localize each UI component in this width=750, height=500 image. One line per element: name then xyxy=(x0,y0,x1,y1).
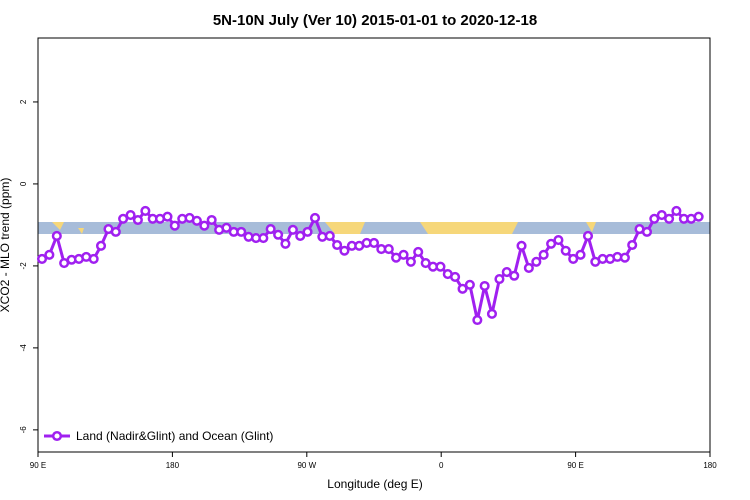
point xyxy=(531,256,542,267)
point xyxy=(169,220,180,231)
point xyxy=(88,253,99,264)
legend-marker xyxy=(51,430,63,442)
point xyxy=(560,245,571,256)
point xyxy=(649,213,660,224)
y-axis-label: XCO2 - MLO trend (ppm) xyxy=(0,178,12,313)
point xyxy=(641,226,653,237)
point xyxy=(472,314,483,326)
x-tick-label: 90 E xyxy=(567,461,583,470)
point xyxy=(656,210,667,221)
y-tick-label: 2 xyxy=(19,99,28,104)
point xyxy=(302,226,313,237)
point xyxy=(295,230,306,242)
point xyxy=(191,215,202,226)
point xyxy=(51,230,62,242)
point xyxy=(516,240,527,251)
point xyxy=(110,226,121,237)
point xyxy=(664,213,675,224)
point xyxy=(693,211,704,222)
y-tick-label: -2 xyxy=(19,262,28,270)
point xyxy=(287,224,298,235)
point xyxy=(273,229,284,240)
x-tick-label: 90 E xyxy=(30,461,46,470)
point xyxy=(486,308,498,319)
x-tick-label: 0 xyxy=(439,461,444,470)
point xyxy=(479,280,490,292)
point xyxy=(125,210,136,221)
point xyxy=(324,230,335,242)
point xyxy=(501,267,512,278)
y-tick-label: -4 xyxy=(19,344,28,352)
point xyxy=(140,205,151,217)
point xyxy=(339,245,350,256)
legend-label: Land (Nadir&Glint) and Ocean (Glint) xyxy=(76,429,273,443)
point xyxy=(494,273,505,285)
point xyxy=(435,261,446,272)
x-tick-label: 180 xyxy=(703,461,717,470)
point xyxy=(132,214,143,226)
point xyxy=(538,249,549,260)
point xyxy=(405,256,416,267)
point xyxy=(265,223,276,235)
point xyxy=(582,230,594,242)
point xyxy=(450,271,461,283)
point xyxy=(457,283,468,294)
chart-title: 5N-10N July (Ver 10) 2015-01-01 to 2020-… xyxy=(213,12,537,29)
point xyxy=(332,239,343,251)
point xyxy=(258,232,269,244)
point xyxy=(206,214,217,226)
point xyxy=(383,244,394,255)
point xyxy=(523,262,534,274)
point xyxy=(36,253,48,264)
point xyxy=(627,239,638,251)
point xyxy=(199,220,210,231)
point xyxy=(162,211,173,222)
x-tick-label: 90 W xyxy=(297,461,316,470)
x-axis-label: Longitude (deg E) xyxy=(327,477,422,491)
point xyxy=(413,246,424,258)
x-tick-label: 180 xyxy=(166,461,180,470)
point xyxy=(553,235,564,246)
point xyxy=(280,238,291,249)
point xyxy=(44,249,55,260)
y-tick-label: -6 xyxy=(19,426,28,434)
point xyxy=(398,249,409,260)
y-tick-label: 0 xyxy=(19,181,28,186)
point xyxy=(368,237,380,249)
point xyxy=(464,279,475,290)
point xyxy=(236,226,247,237)
point xyxy=(575,249,586,260)
plot-frame xyxy=(37,37,711,453)
point xyxy=(221,222,232,233)
point xyxy=(309,212,321,223)
point xyxy=(546,238,557,249)
point xyxy=(671,205,682,217)
point xyxy=(118,213,129,224)
point xyxy=(619,252,630,263)
point xyxy=(568,253,579,264)
point xyxy=(95,240,107,251)
point xyxy=(420,257,431,269)
point xyxy=(509,270,520,281)
